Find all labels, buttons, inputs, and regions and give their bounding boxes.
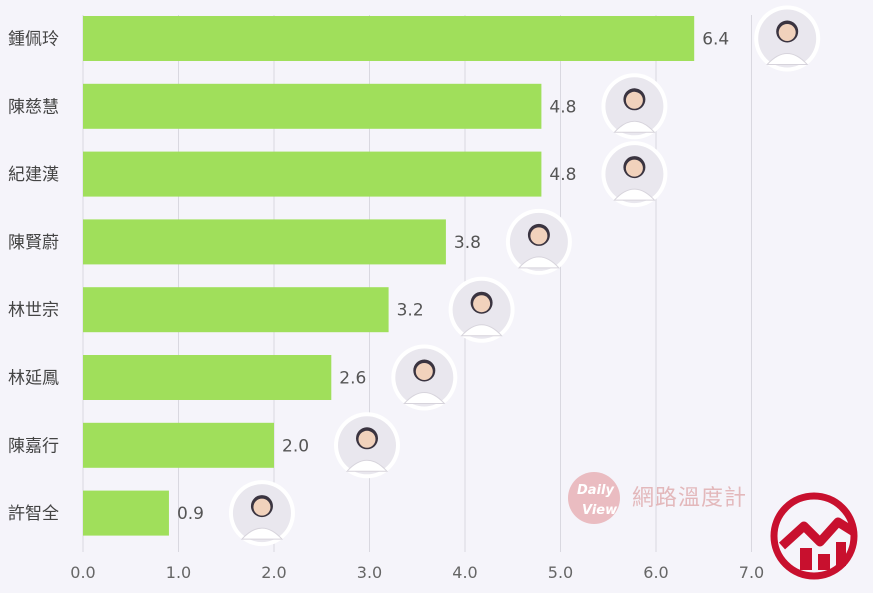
x-tick-label: 1.0 — [166, 563, 191, 582]
value-label: 4.8 — [549, 165, 576, 185]
candidate-avatar-icon — [505, 208, 572, 275]
category-label: 林世宗 — [8, 301, 59, 321]
category-label: 陳嘉行 — [8, 436, 59, 456]
watermark-text: 網路溫度計 — [632, 486, 748, 511]
candidate-avatar-icon — [601, 73, 668, 140]
avatars — [228, 5, 821, 547]
value-labels: 6.4 4.8 4.8 3.8 3.2 2.6 2.0 0.9 — [177, 30, 729, 525]
category-label: 陳慈慧 — [8, 97, 59, 117]
x-tick-label: 5.0 — [548, 563, 573, 582]
dailyview-badge-icon: Daily View — [568, 472, 620, 524]
candidate-avatar-icon — [754, 5, 821, 72]
category-label: 紀建漢 — [8, 165, 59, 185]
category-label: 林延鳳 — [8, 369, 59, 389]
x-tick-label: 0.0 — [70, 563, 95, 582]
dailyview-watermark: Daily View 網路溫度計 — [568, 470, 768, 526]
candidate-avatar-icon — [391, 344, 458, 411]
value-label: 3.2 — [397, 301, 424, 321]
bar — [83, 219, 446, 265]
bar — [83, 287, 389, 333]
trend-chart-logo-icon — [770, 492, 858, 580]
x-tick-label: 2.0 — [261, 563, 286, 582]
x-tick-label: 4.0 — [452, 563, 477, 582]
category-label: 陳賢蔚 — [8, 233, 59, 253]
value-label: 2.0 — [282, 436, 309, 456]
candidate-avatar-icon — [601, 141, 668, 208]
bar — [83, 16, 695, 61]
candidate-avatar-icon — [448, 276, 515, 343]
value-label: 2.6 — [339, 369, 366, 389]
bar — [83, 83, 542, 129]
x-axis-tick-labels: 0.0 1.0 2.0 3.0 4.0 5.0 6.0 7.0 — [70, 563, 764, 582]
value-label: 6.4 — [702, 30, 729, 50]
bar — [83, 422, 274, 468]
category-label: 鍾佩玲 — [8, 30, 59, 50]
bar — [83, 490, 169, 536]
watermark-badge-line1: Daily — [577, 483, 614, 498]
x-tick-label: 7.0 — [739, 563, 764, 582]
candidate-avatar-icon — [228, 480, 295, 547]
x-tick-label: 3.0 — [357, 563, 382, 582]
value-label: 4.8 — [549, 97, 576, 117]
bars — [83, 16, 695, 536]
value-label: 3.8 — [454, 233, 481, 253]
category-label: 許智全 — [8, 504, 59, 524]
watermark-badge-line2: View — [582, 503, 618, 518]
x-tick-label: 6.0 — [643, 563, 668, 582]
bar — [83, 151, 542, 197]
candidate-avatar-icon — [334, 412, 400, 479]
value-label: 0.9 — [177, 504, 204, 524]
bar — [83, 355, 332, 400]
